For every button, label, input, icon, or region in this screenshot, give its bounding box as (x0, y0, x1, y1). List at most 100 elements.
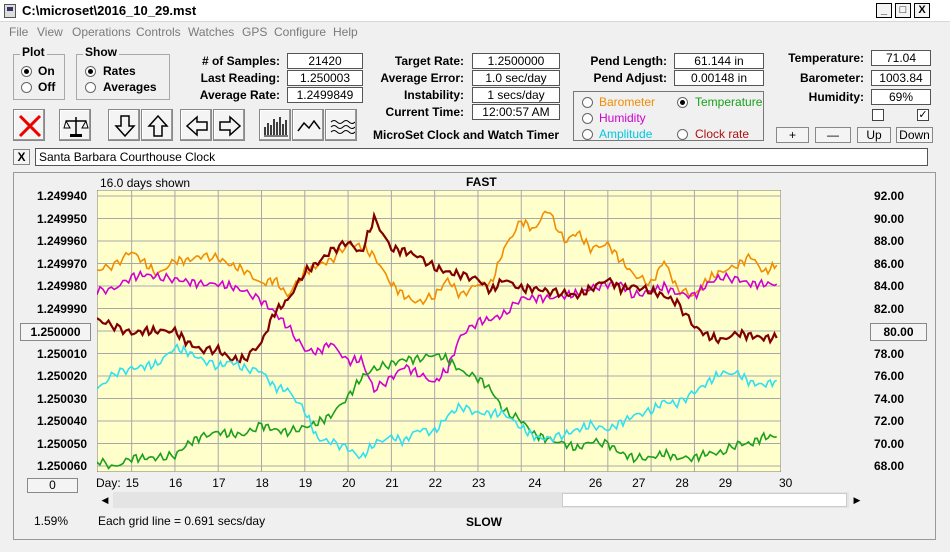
menu-help[interactable]: Help (333, 25, 358, 39)
histogram-button[interactable] (259, 109, 291, 141)
scale-down-button[interactable]: Down (896, 127, 933, 143)
scroll-thumb[interactable] (562, 493, 847, 507)
y-tick-right: 90.00 (874, 211, 905, 226)
y-tick-right: 76.00 (874, 369, 905, 383)
show-averages-label[interactable]: Averages (103, 80, 157, 94)
menu-bar: File View Operations Controls Watches GP… (0, 23, 950, 42)
rate-chart (97, 190, 781, 472)
menu-configure[interactable]: Configure (274, 25, 327, 39)
x-tick: 29 (718, 476, 733, 490)
plot-off-label[interactable]: Off (38, 80, 56, 94)
plot-on-radio[interactable] (21, 66, 32, 77)
last-reading-value: 1.250003 (287, 70, 363, 86)
checkbox-left[interactable] (872, 109, 884, 121)
series-temperature (97, 351, 777, 470)
clear-button[interactable] (13, 109, 45, 141)
minimize-button[interactable]: _ (876, 3, 892, 18)
y-tick-right: 84.00 (874, 279, 905, 293)
scroll-right-arrow[interactable]: ▶ (849, 492, 865, 508)
title-bar: C:\microset\2016_10_29.mst _ □ X (0, 0, 950, 22)
target-rate-label: Target Rate: (394, 54, 464, 68)
instability-value: 1 secs/day (472, 87, 560, 103)
center-rate-button[interactable]: 1.250000 (20, 323, 91, 341)
chart-frame (13, 172, 936, 540)
close-button[interactable]: X (914, 3, 930, 18)
offset-button[interactable]: 0 (27, 478, 78, 493)
pend-length-label: Pend Length: (590, 54, 667, 68)
pend-length-value: 61.144 in (674, 53, 764, 69)
overlay-options (573, 91, 764, 141)
wave-button[interactable] (292, 109, 324, 141)
scale-plus-button[interactable]: + (776, 127, 809, 143)
series-barometer (97, 210, 778, 306)
plot-off-radio[interactable] (21, 82, 32, 93)
x-tick: 23 (471, 476, 486, 490)
pend-adjust-value: 0.00148 in (674, 70, 764, 86)
overlay-clockrate-radio[interactable] (677, 129, 688, 140)
clock-name-field[interactable]: Santa Barbara Courthouse Clock (35, 148, 928, 166)
maximize-button[interactable]: □ (895, 3, 911, 18)
menu-operations[interactable]: Operations (72, 25, 131, 39)
scale-up-button[interactable]: Up (857, 127, 891, 143)
overlay-clockrate-label[interactable]: Clock rate (695, 127, 750, 141)
menu-controls[interactable]: Controls (136, 25, 181, 39)
y-tick-left: 1.249950 (36, 211, 87, 226)
up-arrow-button[interactable] (141, 109, 173, 141)
overlay-temperature-label[interactable]: Temperature (695, 95, 763, 109)
time-scrollbar[interactable]: ◀ ▶ (97, 492, 865, 508)
checkbox-right[interactable]: ✓ (917, 109, 929, 121)
overlay-barometer-label[interactable]: Barometer (599, 95, 656, 109)
x-tick: 26 (588, 476, 603, 490)
overlay-amplitude-label[interactable]: Amplitude (599, 127, 653, 141)
humidity-value: 69% (871, 89, 931, 105)
menu-watches[interactable]: Watches (188, 25, 235, 39)
x-tick: 24 (528, 476, 542, 490)
instability-label: Instability: (403, 88, 464, 102)
plot-on-label[interactable]: On (38, 64, 55, 78)
average-error-label: Average Error: (380, 71, 464, 85)
menu-file[interactable]: File (9, 25, 29, 39)
x-tick: 22 (428, 476, 443, 490)
day-prefix-label: Day: (96, 476, 121, 490)
clock-close-button[interactable]: X (13, 149, 30, 165)
x-tick: 18 (255, 476, 269, 490)
right-arrow-button[interactable] (213, 109, 245, 141)
overlay-amplitude-radio[interactable] (582, 129, 593, 140)
menu-view[interactable]: View (37, 25, 63, 39)
barometer-value: 1003.84 (871, 70, 931, 86)
overlay-humidity-radio[interactable] (582, 113, 593, 124)
scroll-left-arrow[interactable]: ◀ (97, 492, 113, 508)
balance-button[interactable] (59, 109, 91, 141)
x-tick: 27 (632, 476, 646, 490)
y-tick-left: 1.249940 (36, 189, 87, 203)
overlay-humidity-label[interactable]: Humidity (599, 111, 646, 125)
histogram-icon (264, 117, 288, 137)
show-rates-label[interactable]: Rates (103, 64, 136, 78)
show-group-title: Show (83, 45, 119, 59)
show-averages-radio[interactable] (85, 82, 96, 93)
overlay-temperature-radio[interactable] (677, 97, 688, 108)
overlay-barometer-radio[interactable] (582, 97, 593, 108)
ripple-button[interactable] (325, 109, 357, 141)
y-tick-left: 1.249990 (36, 301, 87, 316)
days-shown-label: 16.0 days shown (100, 176, 191, 190)
show-rates-radio[interactable] (85, 66, 96, 77)
app-name-label: MicroSet Clock and Watch Timer (373, 128, 560, 142)
scale-minus-button[interactable]: — (815, 127, 851, 143)
x-tick: 20 (342, 476, 356, 490)
menu-gps[interactable]: GPS (242, 25, 268, 39)
samples-label: # of Samples: (201, 54, 280, 68)
series-humidity (97, 269, 778, 394)
x-tick: 17 (212, 476, 226, 490)
left-arrow-button[interactable] (180, 109, 212, 141)
current-time-value: 12:00:57 AM (472, 104, 560, 120)
arrow-right-icon (219, 115, 242, 137)
average-rate-label: Average Rate: (199, 88, 280, 102)
y-tick-right: 88.00 (874, 234, 905, 248)
down-arrow-button[interactable] (108, 109, 140, 141)
y-tick-right: 82.00 (874, 301, 905, 316)
x-tick: 16 (168, 476, 183, 490)
show-group (76, 54, 170, 100)
center-temp-button[interactable]: 80.00 (870, 323, 927, 341)
y-tick-left: 1.250020 (36, 369, 87, 383)
